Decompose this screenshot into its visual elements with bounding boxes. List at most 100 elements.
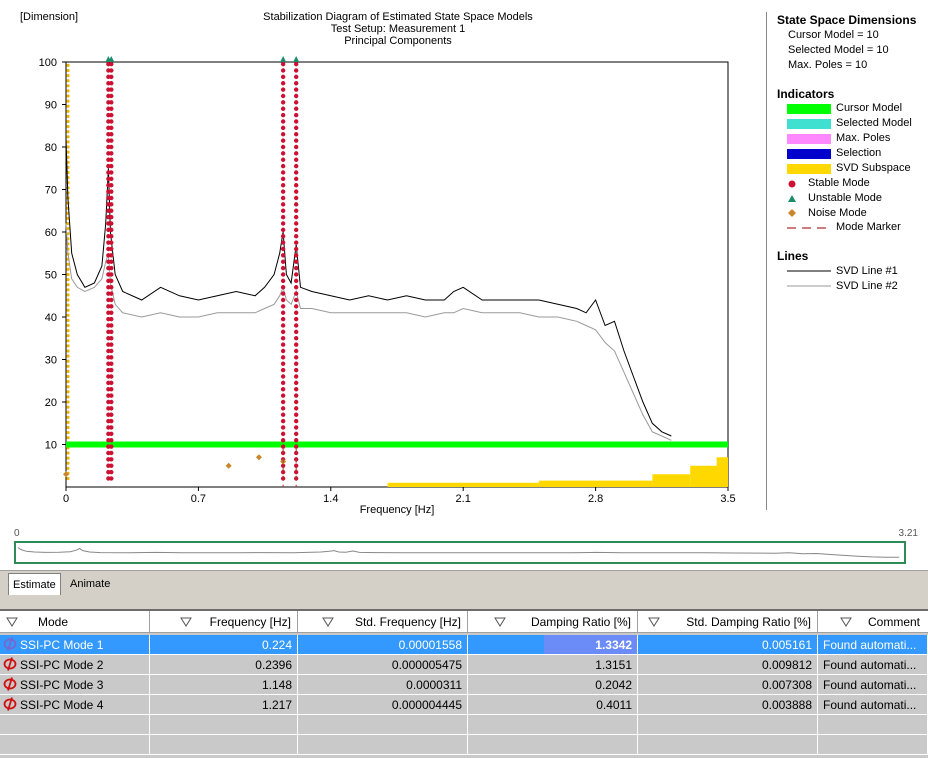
svd-subspace-dot — [66, 466, 70, 470]
cell-empty — [818, 715, 928, 735]
svd-subspace-dot — [66, 104, 70, 108]
stable-mode-point — [109, 310, 114, 315]
stable-mode-point — [109, 265, 114, 271]
x-tick-label: 0.7 — [191, 493, 206, 505]
svd-subspace-dot — [66, 344, 70, 348]
svd-subspace-dot — [66, 400, 70, 404]
legend-svd-line-2: SVD Line #2 — [836, 280, 898, 292]
stable-mode-point — [109, 202, 114, 207]
plot-area[interactable] — [65, 61, 729, 488]
col-header-mode[interactable]: Mode — [0, 611, 150, 633]
svd-subspace-dot — [66, 349, 70, 353]
stable-mode-point — [293, 227, 299, 233]
tab-estimate[interactable]: Estimate — [8, 573, 61, 595]
col-header-damping-ratio[interactable]: Damping Ratio [%] — [468, 611, 638, 633]
stable-mode-point — [280, 399, 286, 405]
stable-mode-point — [280, 431, 286, 437]
panel-splitter[interactable] — [0, 597, 928, 612]
col-header-comment[interactable]: Comment — [818, 611, 928, 633]
cell-mode: SSI-PC Mode 3 — [0, 675, 150, 695]
legend-state-space-title: State Space Dimensions — [777, 13, 917, 27]
mode-phi-icon — [3, 637, 17, 651]
stable-mode-point — [280, 240, 286, 245]
filter-icon[interactable] — [840, 616, 852, 628]
legend-selection: Selection — [836, 147, 882, 159]
stable-mode-point — [293, 355, 299, 360]
noise-mode-icon — [788, 209, 796, 217]
overview-range-box[interactable] — [14, 541, 906, 564]
cell-empty — [638, 715, 818, 735]
stable-mode-point — [293, 406, 299, 411]
stable-mode-point — [293, 240, 299, 245]
stable-mode-point — [293, 259, 299, 264]
table-row[interactable]: SSI-PC Mode 4 1.217 0.000004445 0.4011 0… — [0, 695, 928, 715]
table-row[interactable]: SSI-PC Mode 1 0.224 0.00001558 1.3342 0.… — [0, 635, 928, 655]
stable-mode-point — [109, 81, 114, 86]
cell-std-frequency: 0.000004445 — [298, 695, 468, 715]
stable-mode-point — [109, 87, 114, 92]
stable-mode-point — [293, 132, 299, 137]
cell-empty — [0, 735, 150, 755]
stable-mode-point — [109, 221, 114, 226]
svd-subspace-dot — [66, 339, 70, 343]
col-header-std-damping-ratio[interactable]: Std. Damping Ratio [%] — [638, 611, 818, 633]
tab-animate[interactable]: Animate — [70, 578, 111, 590]
stable-mode-point — [293, 438, 299, 443]
stable-mode-point — [109, 285, 114, 290]
stable-mode-point — [280, 316, 286, 322]
stable-mode-point — [280, 412, 286, 417]
stable-mode-point — [109, 406, 114, 411]
mode-name: SSI-PC Mode 4 — [20, 698, 104, 712]
legend-line-icons — [787, 270, 831, 287]
stabilization-chart[interactable]: [Dimension] Stabilization Diagram of Est… — [0, 0, 928, 523]
stable-mode-point — [109, 259, 114, 264]
legend-mode-marker: Mode Marker — [836, 221, 901, 233]
stable-mode-point — [293, 157, 299, 162]
stable-mode-point — [109, 240, 114, 245]
stable-mode-point — [109, 399, 114, 405]
stable-mode-point — [109, 272, 114, 277]
cell-frequency: 1.217 — [150, 695, 298, 715]
svd-subspace-dot — [66, 89, 70, 93]
filter-icon[interactable] — [180, 616, 192, 628]
col-header-std-frequency[interactable]: Std. Frequency [Hz] — [298, 611, 468, 633]
svd-subspace-dot — [66, 461, 70, 465]
col-header-std-damping-ratio-label: Std. Damping Ratio [%] — [686, 615, 811, 629]
stable-mode-icon — [788, 180, 796, 188]
stable-mode-point — [109, 355, 114, 360]
cell-mode: SSI-PC Mode 1 — [0, 635, 150, 655]
mode-name: SSI-PC Mode 1 — [20, 638, 104, 652]
table-row[interactable]: SSI-PC Mode 3 1.148 0.0000311 0.2042 0.0… — [0, 675, 928, 695]
table-row[interactable]: SSI-PC Mode 2 0.2396 0.000005475 1.3151 … — [0, 655, 928, 675]
stable-mode-point — [280, 272, 286, 277]
filter-icon[interactable] — [494, 616, 506, 628]
swatch-max-poles — [787, 134, 831, 144]
col-header-frequency[interactable]: Frequency [Hz] — [150, 611, 298, 633]
table-row-empty — [0, 735, 928, 755]
stable-mode-point — [293, 170, 299, 175]
stable-mode-point — [109, 176, 114, 182]
stable-mode-point — [109, 348, 114, 354]
svd-subspace-block — [652, 474, 691, 487]
legend-cursor-model-value: Cursor Model = 10 — [788, 29, 879, 41]
svd-subspace-dot — [66, 94, 70, 98]
svd-subspace-dot — [66, 298, 70, 302]
filter-icon[interactable] — [648, 616, 660, 628]
stable-mode-point — [293, 361, 299, 366]
cursor-model-line[interactable] — [66, 441, 728, 448]
cell-empty — [468, 715, 638, 735]
cell-empty — [638, 735, 818, 755]
stable-mode-point — [280, 278, 286, 284]
filter-icon[interactable] — [6, 616, 18, 628]
stable-mode-point — [293, 329, 299, 335]
stable-mode-point — [280, 106, 286, 111]
stable-mode-point — [280, 367, 286, 373]
cell-comment: Found automati... — [818, 635, 928, 655]
svd-subspace-dot — [66, 79, 70, 83]
stable-mode-columns[interactable] — [105, 56, 300, 481]
stable-mode-point — [280, 418, 286, 424]
filter-icon[interactable] — [322, 616, 334, 628]
noise-mode-point — [63, 471, 69, 478]
stable-mode-point — [280, 259, 286, 264]
stable-mode-point — [109, 425, 114, 430]
